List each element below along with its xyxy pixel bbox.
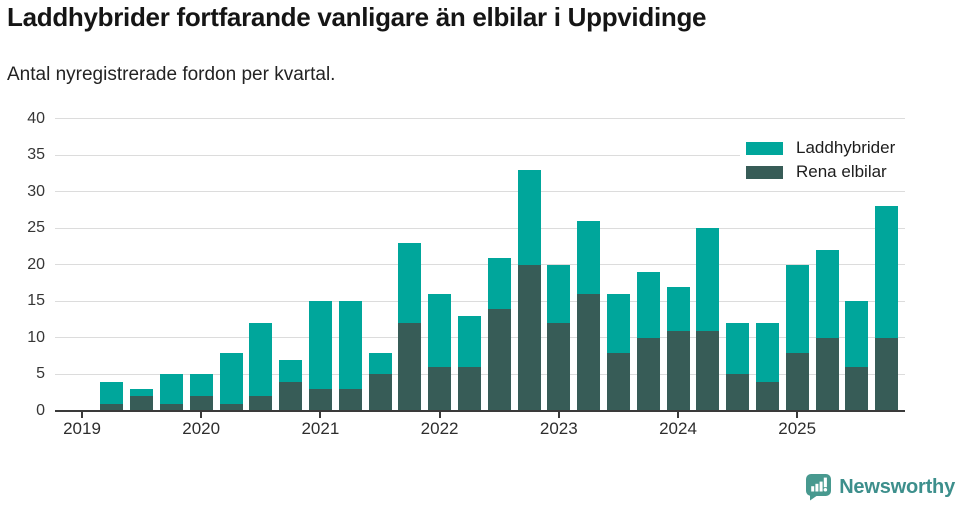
brand-name[interactable]: Newsworthy (839, 475, 955, 498)
bar-segment-laddhybrider (487, 257, 511, 309)
bar-segment-laddhybrider (845, 301, 869, 368)
bar-segment-rena-elbilar (606, 352, 630, 411)
legend-item-rena-elbilar: Rena elbilar (746, 161, 895, 183)
bar-segment-rena-elbilar (726, 374, 750, 411)
bar-segment-rena-elbilar (249, 396, 273, 411)
chart-title: Laddhybrider fortfarande vanligare än el… (7, 2, 707, 32)
bar-segment-rena-elbilar (755, 381, 779, 411)
legend-label-rena-elbilar: Rena elbilar (796, 162, 887, 181)
bar-segment-laddhybrider (875, 206, 899, 338)
y-axis-label-40: 40 (27, 109, 45, 127)
bar-segment-laddhybrider (726, 323, 750, 375)
x-axis-label-2025: 2025 (778, 419, 817, 438)
bar-segment-rena-elbilar (517, 264, 541, 411)
bar-segment-laddhybrider (517, 169, 541, 265)
legend-swatch-laddhybrider (746, 141, 783, 155)
bar-segment-rena-elbilar (845, 367, 869, 411)
x-axis-tick-2023 (557, 412, 560, 418)
x-axis-tick-2020 (200, 412, 203, 418)
bar-segment-laddhybrider (547, 264, 571, 324)
bar-segment-laddhybrider (189, 374, 213, 397)
legend-item-laddhybrider: Laddhybrider (746, 137, 895, 159)
bar-segment-rena-elbilar (487, 308, 511, 411)
y-axis-label-5: 5 (36, 365, 45, 383)
bar-segment-laddhybrider (696, 228, 720, 331)
bar-segment-laddhybrider (219, 352, 243, 404)
chart-subtitle: Antal nyregistrerade fordon per kvartal. (7, 64, 336, 85)
legend-label-laddhybrider: Laddhybrider (796, 138, 896, 157)
x-axis-label-2019: 2019 (63, 419, 101, 438)
legend: Laddhybrider Rena elbilar (740, 132, 906, 190)
bar-segment-rena-elbilar (279, 381, 303, 411)
bar-segment-rena-elbilar (457, 367, 481, 411)
bar-segment-rena-elbilar (368, 374, 392, 411)
y-axis-label-25: 25 (27, 219, 45, 237)
y-axis-label-10: 10 (27, 328, 45, 346)
bar-segment-laddhybrider (815, 250, 839, 338)
bar-segment-laddhybrider (755, 323, 779, 382)
gridline-30 (55, 191, 905, 193)
bar-segment-rena-elbilar (130, 396, 154, 411)
bar-segment-laddhybrider (279, 359, 303, 382)
bar-segment-laddhybrider (130, 389, 154, 397)
bar-segment-rena-elbilar (428, 367, 452, 411)
bar-segment-laddhybrider (785, 264, 809, 353)
bar-segment-laddhybrider (606, 294, 630, 353)
bar-segment-rena-elbilar (577, 294, 601, 411)
bar-segment-rena-elbilar (219, 403, 243, 411)
bar-segment-laddhybrider (100, 381, 124, 404)
x-axis-tick-2021 (319, 412, 322, 418)
x-axis-label-2020: 2020 (182, 419, 221, 438)
y-axis-label-35: 35 (27, 146, 45, 164)
bar-segment-rena-elbilar (398, 323, 422, 411)
y-axis-label-15: 15 (27, 292, 45, 310)
bar-segment-laddhybrider (249, 323, 273, 397)
bar-segment-rena-elbilar (547, 323, 571, 411)
y-axis-label-30: 30 (27, 182, 45, 200)
x-axis-label-2023: 2023 (539, 419, 578, 438)
bar-segment-rena-elbilar (308, 389, 332, 411)
x-axis-tick-2024 (677, 412, 679, 418)
bar-segment-laddhybrider (577, 221, 601, 295)
bar-segment-laddhybrider (338, 301, 362, 390)
gridline-20 (55, 264, 905, 266)
brand-footer[interactable]: Newsworthy (805, 473, 955, 501)
y-axis-label-0: 0 (36, 402, 45, 419)
bar-segment-laddhybrider (159, 374, 183, 404)
bar-segment-laddhybrider (457, 316, 481, 368)
newsworthy-logo-icon (806, 474, 832, 501)
x-axis-label-2022: 2022 (420, 419, 459, 438)
x-axis-label-2021: 2021 (301, 419, 340, 438)
bar-segment-rena-elbilar (666, 330, 690, 411)
x-axis-tick-2022 (438, 412, 441, 418)
x-axis-tick-2019 (81, 412, 83, 418)
bar-segment-rena-elbilar (696, 330, 720, 411)
bar-segment-laddhybrider (308, 301, 332, 390)
bar-segment-rena-elbilar (189, 396, 213, 411)
gridline-40 (55, 118, 905, 120)
x-axis-label-2024: 2024 (659, 419, 697, 438)
gridline-25 (55, 227, 905, 229)
x-axis-line (55, 410, 905, 412)
bar-segment-rena-elbilar (159, 403, 183, 411)
bar-segment-rena-elbilar (785, 352, 809, 411)
x-axis-tick-2025 (796, 412, 799, 418)
bar-segment-rena-elbilar (100, 403, 124, 411)
bar-segment-laddhybrider (428, 294, 452, 368)
legend-swatch-rena-elbilar (746, 165, 783, 179)
gridline-15 (55, 300, 905, 302)
bar-segment-rena-elbilar (875, 337, 899, 411)
bar-segment-laddhybrider (368, 352, 392, 375)
bar-segment-rena-elbilar (636, 337, 660, 411)
gridline-35 (55, 154, 905, 156)
bar-segment-laddhybrider (666, 286, 690, 331)
bar-segment-laddhybrider (636, 272, 660, 338)
bar-segment-rena-elbilar (815, 337, 839, 411)
bar-segment-rena-elbilar (338, 389, 362, 411)
bar-segment-laddhybrider (398, 242, 422, 324)
y-axis-label-20: 20 (27, 255, 45, 273)
